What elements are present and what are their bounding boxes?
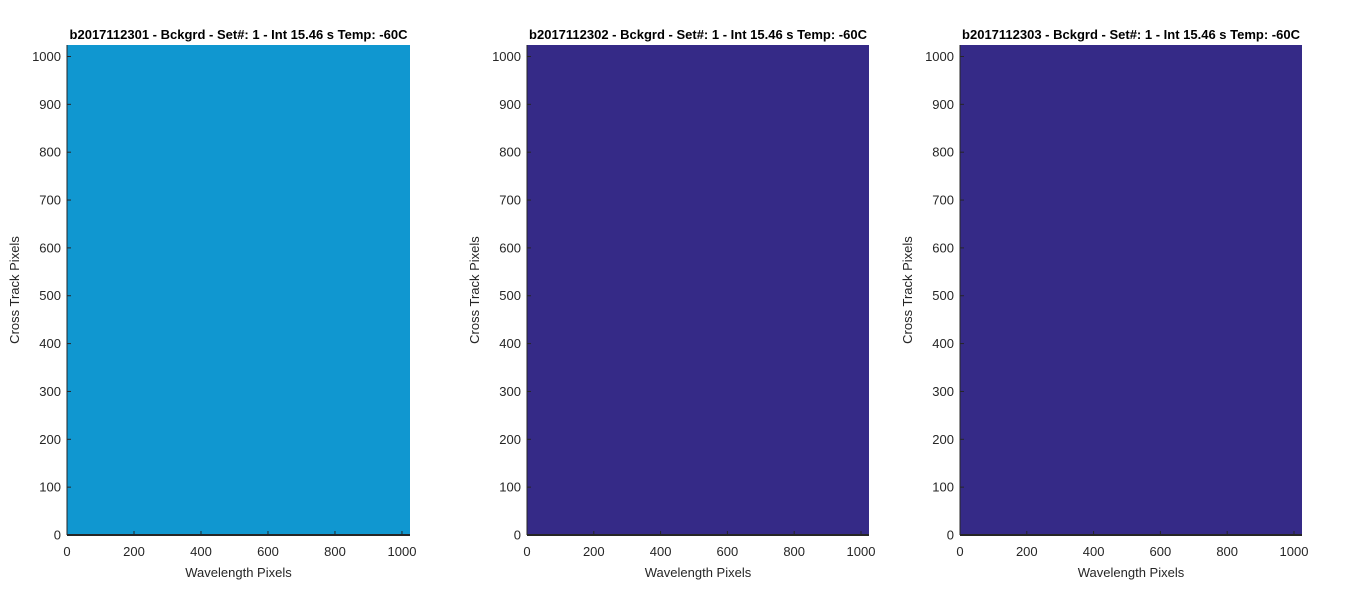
x-tick-label: 0	[956, 544, 963, 559]
x-tick-label: 800	[783, 544, 805, 559]
y-axis-label: Cross Track Pixels	[467, 236, 482, 344]
y-tick-label: 300	[499, 384, 521, 399]
heatmap-image	[960, 45, 1302, 535]
y-tick-label: 900	[39, 97, 61, 112]
y-tick-label: 500	[39, 288, 61, 303]
y-tick-label: 700	[932, 193, 954, 208]
y-tick-label: 300	[39, 384, 61, 399]
y-tick-label: 400	[39, 336, 61, 351]
x-tick-label: 400	[190, 544, 212, 559]
y-tick-label: 0	[54, 528, 61, 543]
y-axis-label: Cross Track Pixels	[7, 236, 22, 344]
y-tick-label: 1000	[492, 49, 521, 64]
y-axis-label: Cross Track Pixels	[900, 236, 915, 344]
y-tick-label: 700	[499, 193, 521, 208]
y-tick-label: 200	[39, 432, 61, 447]
y-tick-label: 700	[39, 193, 61, 208]
x-tick-label: 200	[1016, 544, 1038, 559]
x-tick-label: 400	[650, 544, 672, 559]
chart-title: b2017112303 - Bckgrd - Set#: 1 - Int 15.…	[962, 27, 1301, 42]
chart-panel-1: 0 200 400 600 800 1000 0 100 200 300 400 500 600 700 8…	[7, 27, 416, 580]
x-tick-label: 800	[1216, 544, 1238, 559]
y-tick-label: 100	[932, 480, 954, 495]
x-tick-label: 600	[717, 544, 739, 559]
x-tick-label: 1000	[388, 544, 417, 559]
y-tick-label: 300	[932, 384, 954, 399]
chart-panel-3: 0 200 400 600 800 1000 0 100 200 300 400 500 600 700 8…	[900, 27, 1308, 580]
y-tick-label: 600	[39, 240, 61, 255]
x-tick-label: 800	[324, 544, 346, 559]
y-tick-label: 800	[39, 145, 61, 160]
x-tick-label: 1000	[847, 544, 876, 559]
y-tick-label: 800	[932, 145, 954, 160]
y-tick-label: 600	[499, 240, 521, 255]
y-tick-label: 100	[39, 480, 61, 495]
x-axis-label: Wavelength Pixels	[645, 565, 752, 580]
y-tick-label: 900	[932, 97, 954, 112]
heatmap-image	[67, 45, 410, 535]
chart-title: b2017112302 - Bckgrd - Set#: 1 - Int 15.…	[529, 27, 868, 42]
x-tick-label: 1000	[1280, 544, 1309, 559]
y-tick-label: 400	[499, 336, 521, 351]
x-tick-label: 200	[583, 544, 605, 559]
y-tick-label: 200	[499, 432, 521, 447]
y-tick-label: 0	[947, 528, 954, 543]
y-tick-label: 0	[514, 528, 521, 543]
x-tick-label: 400	[1083, 544, 1105, 559]
y-tick-label: 900	[499, 97, 521, 112]
heatmap-image	[527, 45, 869, 535]
chart-title: b2017112301 - Bckgrd - Set#: 1 - Int 15.…	[70, 27, 409, 42]
y-tick-label: 400	[932, 336, 954, 351]
x-tick-label: 200	[123, 544, 145, 559]
x-tick-label: 600	[1150, 544, 1172, 559]
y-tick-label: 500	[499, 288, 521, 303]
x-axis-label: Wavelength Pixels	[1078, 565, 1185, 580]
y-tick-label: 1000	[925, 49, 954, 64]
x-tick-label: 600	[257, 544, 279, 559]
x-tick-label: 0	[523, 544, 530, 559]
y-tick-label: 800	[499, 145, 521, 160]
x-tick-label: 0	[63, 544, 70, 559]
y-tick-label: 500	[932, 288, 954, 303]
chart-panel-2: 0 200 400 600 800 1000 0 100 200 300 400 500 600 700 8…	[467, 27, 875, 580]
y-tick-label: 1000	[32, 49, 61, 64]
x-axis-label: Wavelength Pixels	[185, 565, 292, 580]
y-tick-label: 100	[499, 480, 521, 495]
y-tick-label: 600	[932, 240, 954, 255]
y-tick-label: 200	[932, 432, 954, 447]
